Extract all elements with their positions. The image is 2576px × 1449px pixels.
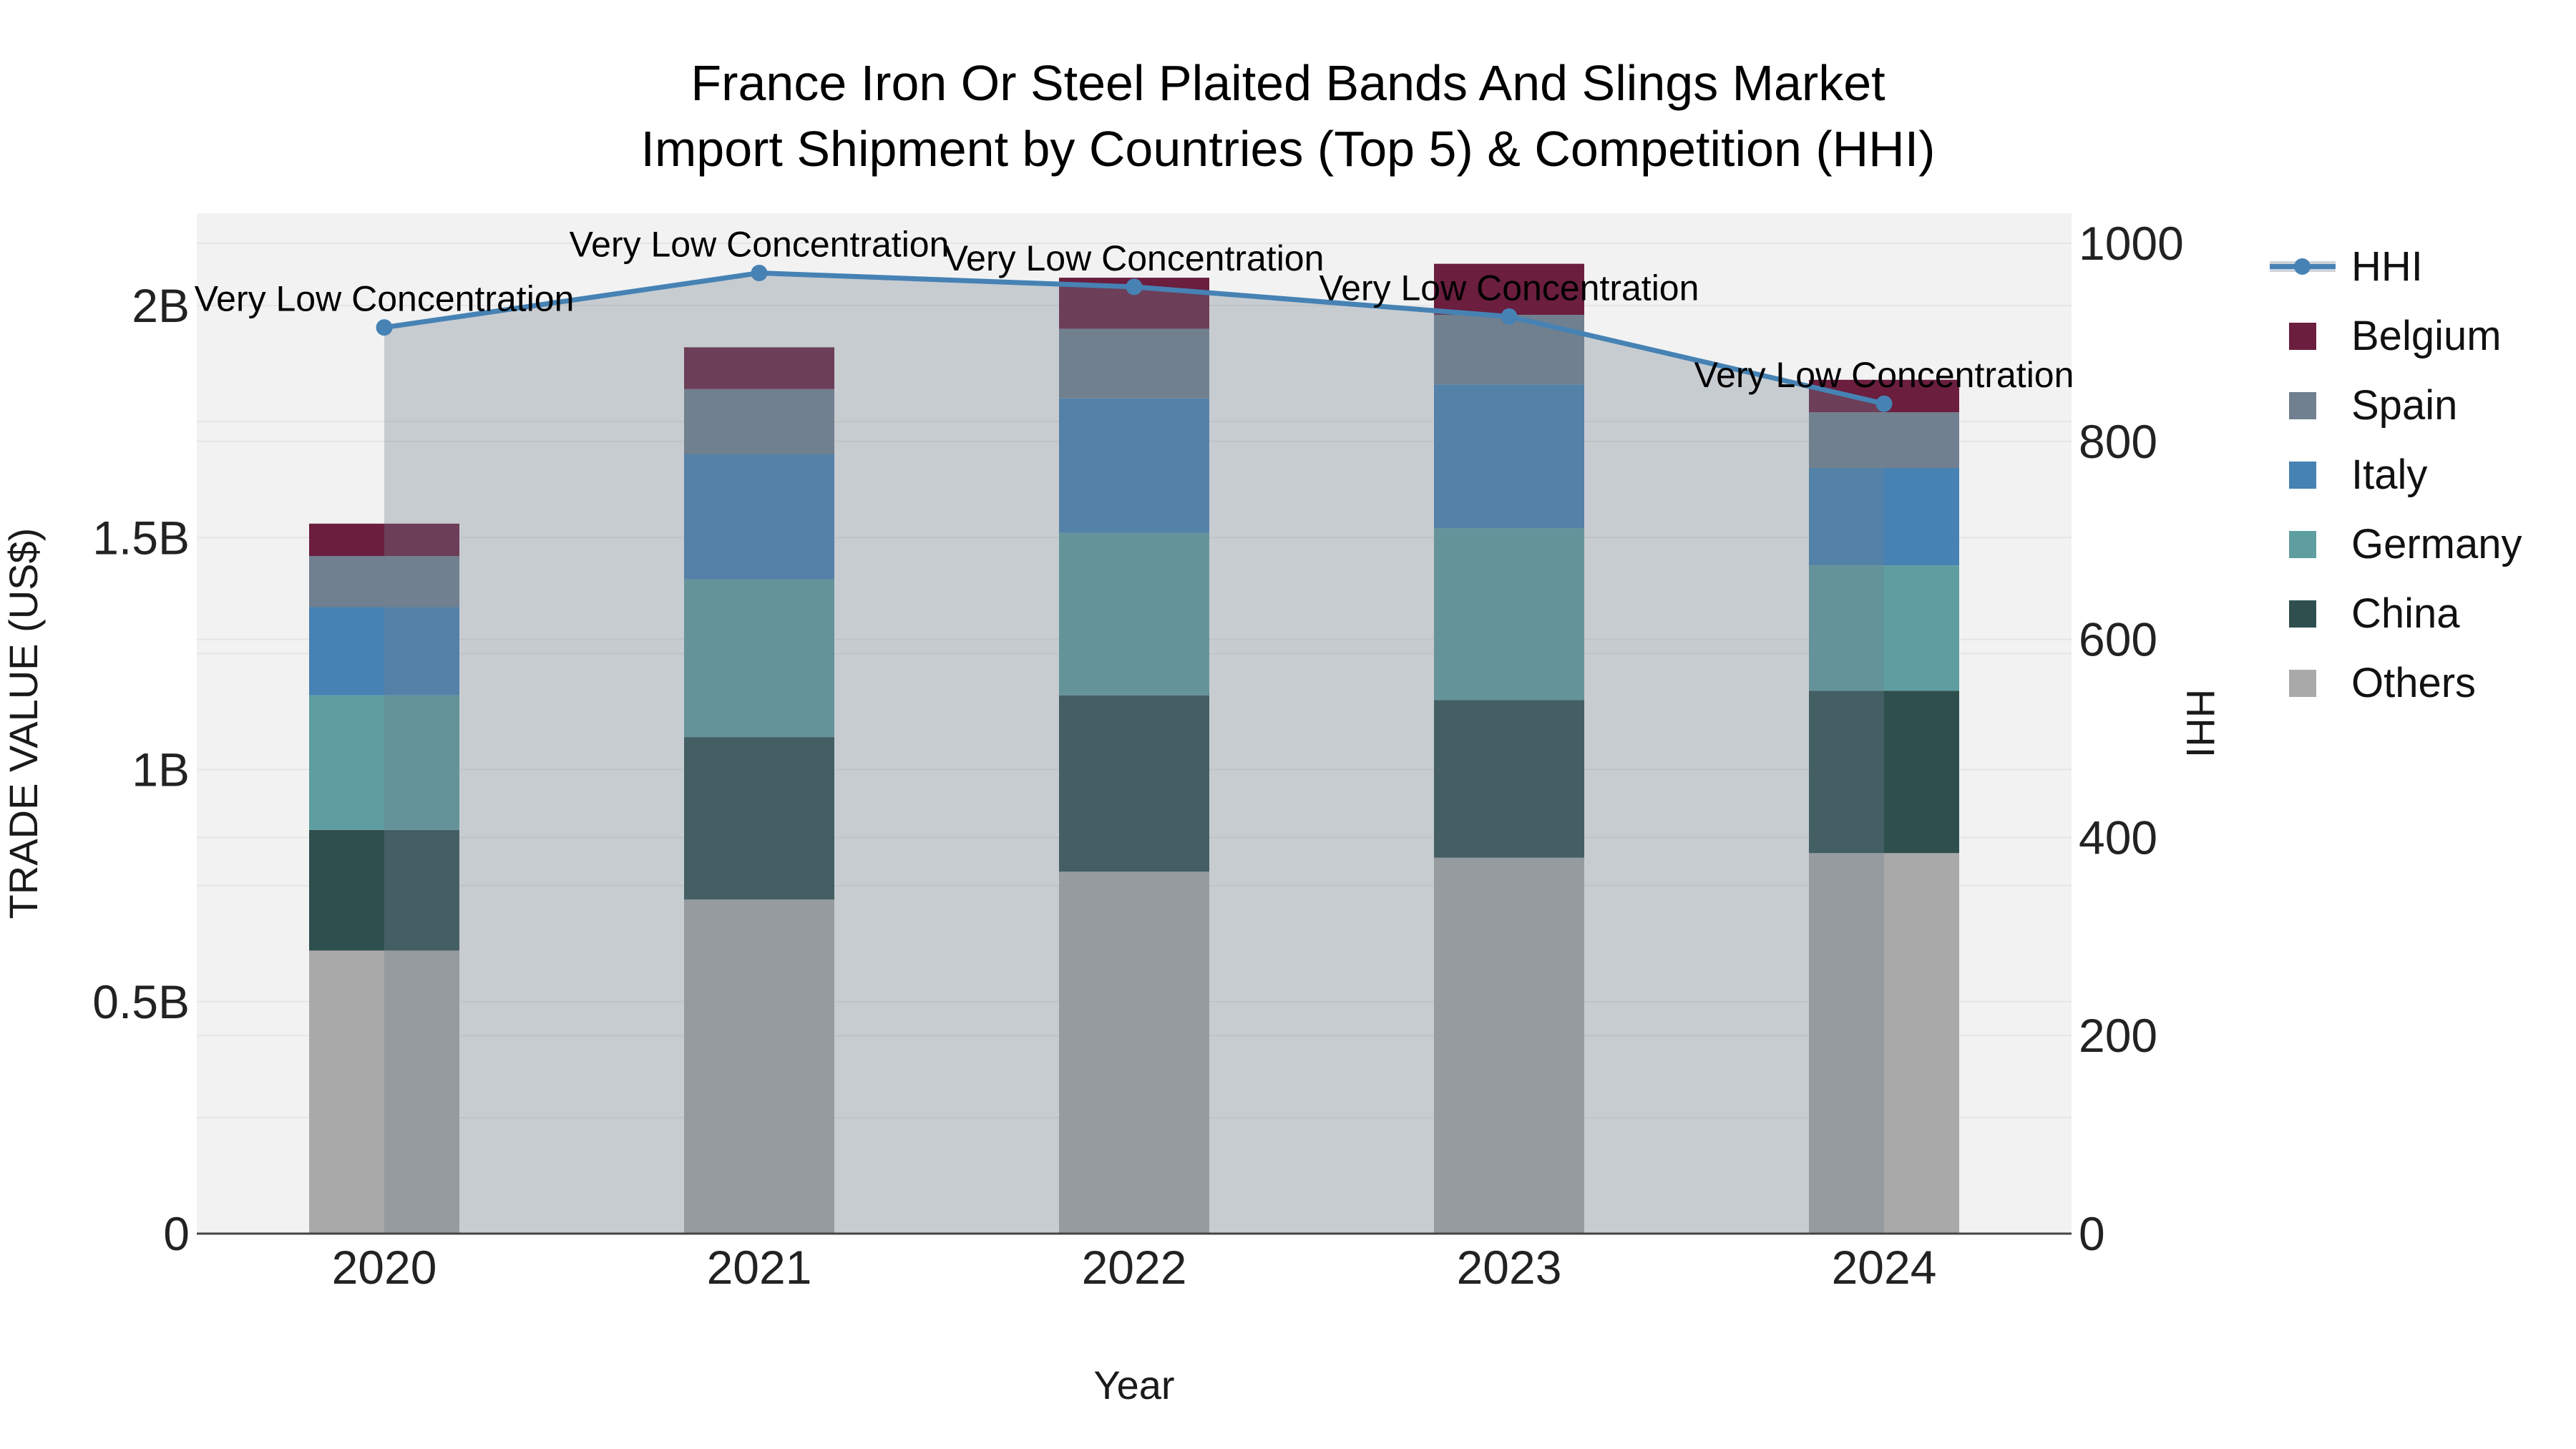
bar-segment-belgium-2021[interactable] <box>684 347 834 389</box>
bar-segment-italy-2023[interactable] <box>1434 384 1584 529</box>
y-right-tick-label: 200 <box>2079 1009 2157 1062</box>
color-swatch-icon <box>2270 669 2336 698</box>
bar-segment-spain-2022[interactable] <box>1059 328 1209 399</box>
legend-item-china[interactable]: China <box>2270 579 2522 648</box>
bar-segment-spain-2024[interactable] <box>1809 412 1959 468</box>
color-swatch-icon <box>2270 530 2336 559</box>
legend-item-germany[interactable]: Germany <box>2270 509 2522 579</box>
y-left-tick-label: 2B <box>132 279 190 332</box>
y-axis-title-right: HHI <box>2178 689 2223 758</box>
y-right-tick-label: 600 <box>2079 613 2157 666</box>
bar-segment-germany-2022[interactable] <box>1059 532 1209 696</box>
color-swatch-icon <box>2270 391 2336 420</box>
legend-item-italy[interactable]: Italy <box>2270 440 2522 509</box>
bar-segment-italy-2022[interactable] <box>1059 398 1209 533</box>
annotation-concentration-2023: Very Low Concentration <box>1319 268 1699 308</box>
bar-segment-others-2022[interactable] <box>1059 872 1209 1234</box>
y-left-tick-label: 0.5B <box>92 975 190 1028</box>
bar-segment-italy-2021[interactable] <box>684 454 834 580</box>
color-swatch-icon <box>2270 600 2336 628</box>
page-title: France Iron Or Steel Plaited Bands And S… <box>691 55 1885 111</box>
y-axis-title-left: TRADE VALUE (US$) <box>1 528 46 919</box>
legend-label: Others <box>2351 660 2477 706</box>
hhi-area-fill <box>384 273 1884 1234</box>
page-subtitle: Import Shipment by Countries (Top 5) & C… <box>640 121 1936 177</box>
legend-label: Italy <box>2351 452 2428 498</box>
chart-title-block: France Iron Or Steel Plaited Bands And S… <box>0 50 2576 182</box>
bar-segment-china-2021[interactable] <box>684 737 834 900</box>
annotation-concentration-2024: Very Low Concentration <box>1694 355 2074 395</box>
hhi-marker-2023[interactable] <box>1501 308 1518 325</box>
bar-segment-germany-2021[interactable] <box>684 579 834 738</box>
legend-label: Belgium <box>2351 313 2502 359</box>
bar-segment-others-2021[interactable] <box>684 899 834 1234</box>
y-right-tick-label: 0 <box>2079 1207 2105 1260</box>
y-right-tick-label: 400 <box>2079 811 2157 864</box>
bar-segment-italy-2020[interactable] <box>309 607 459 696</box>
annotation-concentration-2022: Very Low Concentration <box>945 238 1324 278</box>
color-swatch-icon <box>2270 461 2336 489</box>
legend-label: Spain <box>2351 382 2458 429</box>
bar-segment-germany-2023[interactable] <box>1434 528 1584 701</box>
y-left-tick-label: 1.5B <box>92 511 190 564</box>
bar-segment-belgium-2023[interactable] <box>1434 263 1584 315</box>
annotation-concentration-2021: Very Low Concentration <box>570 225 950 265</box>
hhi-marker-2024[interactable] <box>1875 395 1893 412</box>
hhi-marker-2022[interactable] <box>1126 278 1143 296</box>
legend-label: Germany <box>2351 521 2522 567</box>
bar-segment-china-2024[interactable] <box>1809 691 1959 854</box>
y-left-tick-label: 0 <box>163 1207 190 1260</box>
legend-item-belgium[interactable]: Belgium <box>2270 301 2522 371</box>
hhi-line-swatch-icon <box>2270 253 2336 281</box>
x-tick-label-2024: 2024 <box>1832 1241 1937 1294</box>
y-left-tick-label: 1B <box>132 743 190 796</box>
bar-segment-germany-2020[interactable] <box>309 695 459 830</box>
bar-segment-others-2024[interactable] <box>1809 853 1959 1234</box>
annotation-concentration-2020: Very Low Concentration <box>195 279 575 319</box>
bar-segment-others-2023[interactable] <box>1434 857 1584 1234</box>
chart-legend: HHI Belgium Spain Italy Germany China Others <box>2270 232 2522 718</box>
x-tick-label-2023: 2023 <box>1457 1241 1562 1294</box>
bar-segment-spain-2021[interactable] <box>684 389 834 454</box>
x-tick-label-2020: 2020 <box>332 1241 437 1294</box>
color-swatch-icon <box>2270 322 2336 351</box>
legend-label: HHI <box>2351 243 2423 290</box>
y-right-tick-label: 1000 <box>2079 217 2184 270</box>
bar-segment-belgium-2020[interactable] <box>309 523 459 557</box>
legend-item-spain[interactable]: Spain <box>2270 371 2522 440</box>
bar-segment-italy-2024[interactable] <box>1809 467 1959 566</box>
bar-segment-china-2020[interactable] <box>309 829 459 951</box>
x-tick-label-2022: 2022 <box>1082 1241 1187 1294</box>
legend-label: China <box>2351 590 2460 637</box>
legend-item-hhi[interactable]: HHI <box>2270 232 2522 301</box>
hhi-marker-2021[interactable] <box>751 265 768 282</box>
bar-segment-spain-2020[interactable] <box>309 556 459 608</box>
bar-segment-china-2022[interactable] <box>1059 695 1209 872</box>
x-axis-title: Year <box>1093 1362 1174 1407</box>
bar-segment-others-2020[interactable] <box>309 950 459 1234</box>
hhi-marker-2020[interactable] <box>376 319 393 336</box>
x-tick-label-2021: 2021 <box>707 1241 812 1294</box>
legend-item-others[interactable]: Others <box>2270 648 2522 718</box>
y-right-tick-label: 800 <box>2079 415 2157 468</box>
bar-segment-germany-2024[interactable] <box>1809 565 1959 691</box>
bar-segment-china-2023[interactable] <box>1434 700 1584 858</box>
